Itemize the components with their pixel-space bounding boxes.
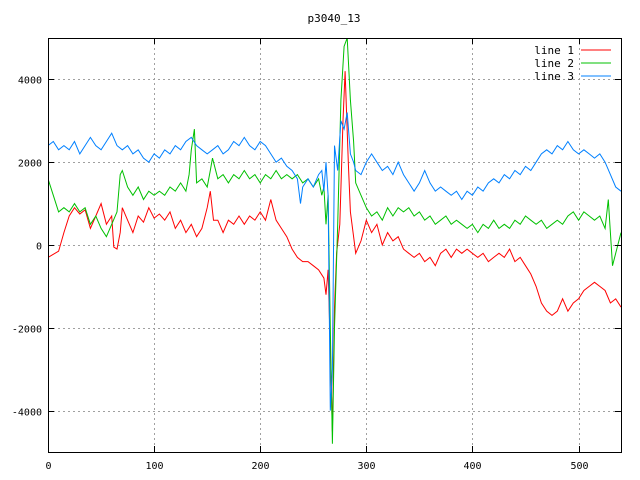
series-group (48, 38, 621, 444)
x-tick-label: 400 (463, 461, 481, 472)
series-line-1 (48, 71, 621, 432)
legend-label: line 3 (534, 70, 574, 83)
y-tick-label: -4000 (12, 408, 42, 419)
y-tick-label: 4000 (18, 76, 42, 87)
x-tick-label: 0 (45, 461, 51, 472)
x-tick-label: 500 (570, 461, 588, 472)
y-tick-label: 2000 (18, 159, 42, 170)
grid (48, 38, 621, 452)
y-tick-label: 0 (36, 242, 42, 253)
x-tick-label: 300 (357, 461, 375, 472)
axis-ticks: 0 100 200 300 400 500 -4000 -2000 0 2000 4000 (12, 38, 621, 472)
legend-label: line 1 (534, 44, 574, 57)
chart-title: p3040_13 (308, 12, 361, 25)
series-line-2 (48, 38, 621, 444)
x-tick-label: 200 (251, 461, 269, 472)
legend-label: line 2 (534, 57, 574, 70)
x-tick-label: 100 (145, 461, 163, 472)
series-line-3 (48, 112, 621, 411)
y-tick-label: -2000 (12, 325, 42, 336)
